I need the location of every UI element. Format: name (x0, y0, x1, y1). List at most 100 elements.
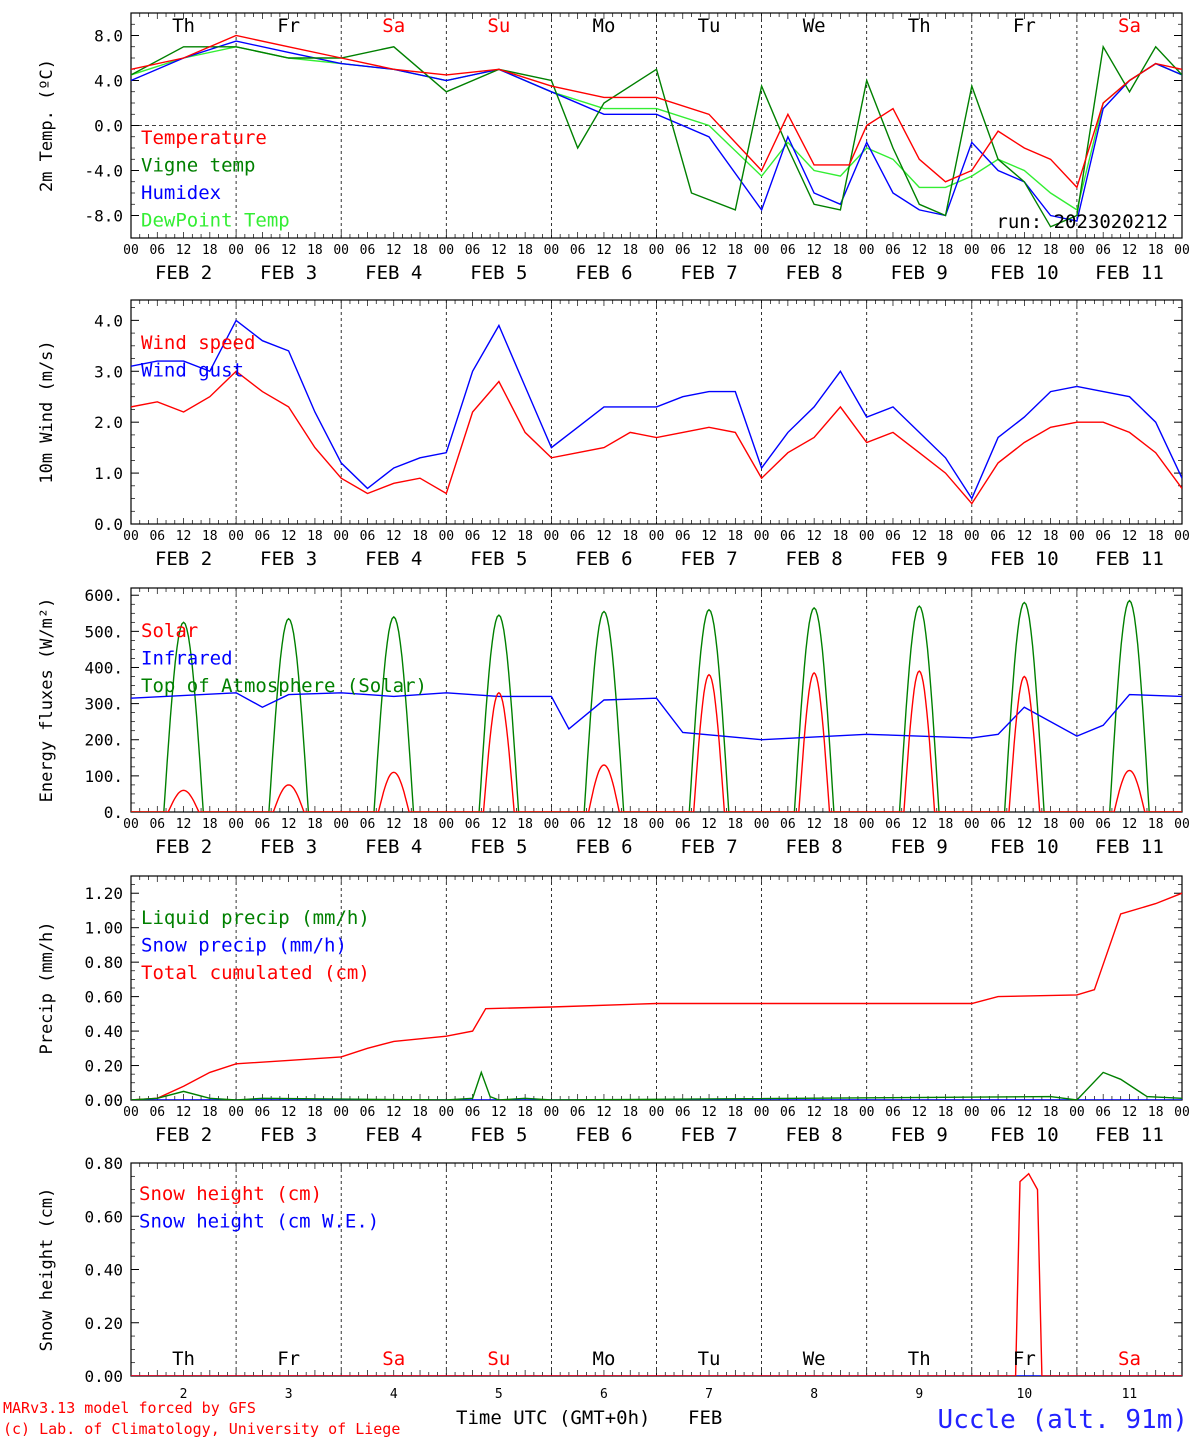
date-label: FEB 10 (990, 548, 1059, 570)
legend-entry: Snow height (cm W.E.) (139, 1211, 379, 1233)
hour-label: 06 (360, 1105, 376, 1120)
hour-label: 06 (780, 1105, 796, 1120)
energy-panel: 600. 500. 400. 300. 200. 100. 0. Energy fluxes … (37, 586, 1190, 858)
hour-label: 06 (465, 1105, 481, 1120)
hour-label: 00 (544, 529, 560, 544)
y-tick-label: 0.0 (94, 117, 123, 136)
hour-label: 06 (255, 243, 271, 258)
hour-label: 18 (727, 529, 743, 544)
hour-label: 12 (1017, 1105, 1033, 1120)
day-number: 7 (705, 1387, 713, 1402)
temp-series-temperature (131, 34, 1182, 189)
day-number: 5 (495, 1387, 503, 1402)
hour-label: 12 (911, 817, 927, 832)
hour-label: 00 (1174, 1105, 1190, 1120)
date-label: FEB 5 (470, 548, 527, 570)
hour-label: 06 (149, 1105, 165, 1120)
date-label: FEB 8 (786, 1124, 843, 1146)
hour-label: 12 (386, 529, 402, 544)
hour-label: 00 (859, 1105, 875, 1120)
hour-label: 06 (465, 817, 481, 832)
weekday-label: Tu (698, 1348, 721, 1370)
y-axis-title: 2m Temp. (ºC) (37, 59, 57, 192)
hour-label: 18 (412, 243, 428, 258)
hour-label: 06 (990, 817, 1006, 832)
hour-label: 00 (649, 817, 665, 832)
weekday-label: Su (487, 1348, 510, 1370)
date-label: FEB 9 (891, 262, 948, 284)
y-tick-label: 1.20 (84, 884, 123, 903)
hour-label: 00 (333, 817, 349, 832)
day-number: 9 (915, 1387, 923, 1402)
day-number: 10 (1017, 1387, 1033, 1402)
hour-label: 18 (1043, 1105, 1059, 1120)
date-label: FEB 6 (575, 262, 632, 284)
hour-label: 12 (596, 817, 612, 832)
hour-label: 00 (333, 1105, 349, 1120)
hour-label: 00 (1069, 529, 1085, 544)
date-label: FEB 4 (365, 548, 422, 570)
hour-label: 06 (570, 243, 586, 258)
weekday-label: Mo (593, 1348, 616, 1370)
date-label: FEB 3 (260, 262, 317, 284)
hour-label: 06 (1095, 529, 1111, 544)
temp-series-humidex (131, 40, 1182, 222)
day-number: 3 (285, 1387, 293, 1402)
temp-series-vigne-temp (131, 44, 1182, 228)
y-tick-label: 3.0 (94, 362, 123, 381)
hour-label: 06 (990, 1105, 1006, 1120)
hour-label: 00 (438, 817, 454, 832)
hour-label: 06 (780, 529, 796, 544)
hour-label: 06 (885, 243, 901, 258)
date-label: FEB 2 (155, 836, 212, 858)
hour-label: 18 (622, 529, 638, 544)
hour-label: 12 (1017, 817, 1033, 832)
hour-label: 18 (517, 243, 533, 258)
y-tick-label: 0. (104, 803, 123, 822)
hour-label: 12 (1122, 529, 1138, 544)
x-axis-month: FEB (688, 1407, 722, 1429)
hour-label: 12 (491, 529, 507, 544)
hour-label: 18 (517, 1105, 533, 1120)
hour-label: 06 (885, 529, 901, 544)
legend-entry: Top of Atmosphere (Solar) (141, 675, 427, 697)
date-label: FEB 4 (365, 1124, 422, 1146)
hour-label: 12 (1122, 1105, 1138, 1120)
date-label: FEB 10 (990, 262, 1059, 284)
hour-label: 00 (1174, 529, 1190, 544)
model-credit: MARv3.13 model forced by GFS (3, 1399, 256, 1417)
hour-label: 06 (675, 817, 691, 832)
hour-label: 00 (123, 529, 139, 544)
hour-label: 06 (360, 817, 376, 832)
hour-label: 18 (1043, 243, 1059, 258)
hour-label: 18 (307, 243, 323, 258)
y-tick-label: 8.0 (94, 27, 123, 46)
hour-label: 18 (727, 243, 743, 258)
weekday-label: Sa (382, 15, 405, 37)
y-tick-label: 1.00 (84, 919, 123, 938)
weekday-label: Mo (593, 15, 616, 37)
y-tick-label: 0.80 (84, 1154, 123, 1173)
lab-credit: (c) Lab. of Climatology, University of L… (3, 1420, 400, 1438)
hour-label: 18 (202, 529, 218, 544)
y-tick-label: 0.80 (84, 953, 123, 972)
legend-entry: Snow height (cm) (139, 1183, 322, 1205)
hour-label: 06 (990, 243, 1006, 258)
y-tick-label: 0.00 (84, 1091, 123, 1110)
weekday-label: We (803, 1348, 826, 1370)
hour-label: 00 (964, 817, 980, 832)
hour-label: 12 (701, 243, 717, 258)
hour-label: 18 (833, 1105, 849, 1120)
weekday-label: Th (908, 15, 931, 37)
hour-label: 18 (727, 1105, 743, 1120)
date-label: FEB 3 (260, 836, 317, 858)
legend-entry: DewPoint Temp (141, 210, 290, 232)
hour-label: 18 (412, 1105, 428, 1120)
hour-label: 06 (465, 243, 481, 258)
hour-label: 00 (1069, 243, 1085, 258)
legend-entry: Snow precip (mm/h) (141, 935, 347, 957)
y-tick-label: 500. (84, 622, 123, 641)
weekday-label: Sa (1118, 15, 1141, 37)
hour-label: 00 (859, 817, 875, 832)
y-axis-title: Precip (mm/h) (37, 921, 57, 1054)
